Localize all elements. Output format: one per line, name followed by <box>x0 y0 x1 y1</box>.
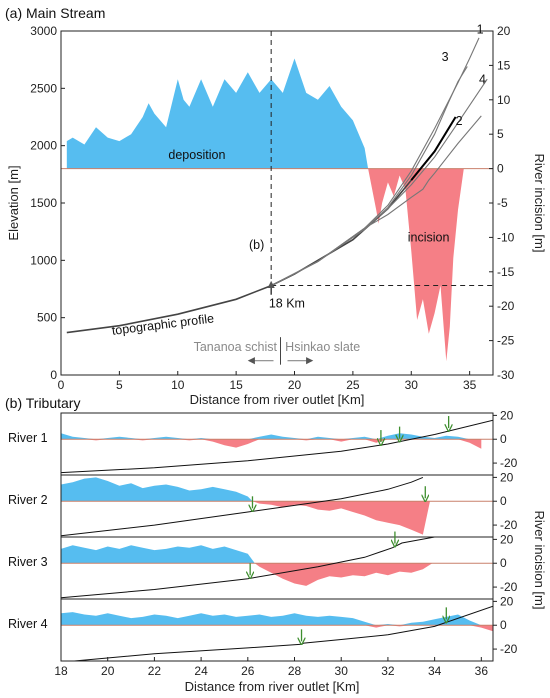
y-right-tick-label: 20 <box>500 532 514 546</box>
river-number-label: 4 <box>479 73 486 87</box>
longitudinal-profile-line <box>68 605 493 661</box>
x-tick-label-b: 32 <box>381 664 395 678</box>
river-number-label: 1 <box>477 22 484 36</box>
y-right-tick-label: -20 <box>500 518 518 532</box>
x-tick-label: 15 <box>229 378 243 392</box>
y-right-tick-label: 20 <box>500 408 514 422</box>
y-tick-label: 500 <box>37 311 57 325</box>
y-tick-label: 2000 <box>30 139 57 153</box>
deposition-label: deposition <box>168 148 225 162</box>
longitudinal-profile-line <box>61 419 493 474</box>
subplot-river-3: 20 0 -20 River 3 <box>8 531 518 600</box>
subplot-river-1: 20 0 -20 River 1 <box>8 408 518 476</box>
y-right-tick-label: -20 <box>500 456 518 470</box>
incision-area <box>61 501 430 535</box>
y-right-tick-label: -5 <box>497 196 508 210</box>
y-tick-label: 3000 <box>30 24 57 38</box>
subplot-name: River 2 <box>8 493 48 507</box>
subplot-data <box>61 605 493 661</box>
y-right-tick-label: -10 <box>497 230 515 244</box>
x-tick-label-b: 34 <box>428 664 442 678</box>
subplot-data <box>61 537 493 599</box>
incision-area <box>61 625 493 632</box>
y-right-tick-label: -15 <box>497 265 515 279</box>
y-axis-label-incision-b: River incision [m] <box>532 511 547 610</box>
subplot-river-4: 20 0 -20 River 4 <box>8 594 518 662</box>
y-right-tick-label: 20 <box>500 470 514 484</box>
y-tick-label: 1500 <box>30 196 57 210</box>
x-tick-label-b: 18 <box>54 664 68 678</box>
subplot-name: River 1 <box>8 431 48 445</box>
subplot-frame <box>60 598 494 662</box>
y-right-tick-label: -20 <box>497 299 515 313</box>
x-tick-label-b: 36 <box>475 664 489 678</box>
x-tick-label: 25 <box>346 378 360 392</box>
y-right-tick-label: -20 <box>500 580 518 594</box>
y-right-tick-label: 0 <box>497 162 504 176</box>
y-right-tick-label: 20 <box>497 24 511 38</box>
x-tick-label: 10 <box>171 378 185 392</box>
y-right-tick-label: -30 <box>497 368 515 382</box>
subplot-data <box>61 476 493 537</box>
y-right-tick-label: 0 <box>500 432 507 446</box>
subplot-frame <box>60 412 494 476</box>
panel-a-plot: 0 5 10 15 20 25 30 35050010001500200025003000-3… <box>30 22 514 392</box>
x-tick-label-b: 22 <box>148 664 162 678</box>
y-right-tick-label: 0 <box>500 556 507 570</box>
y-right-tick-label: 20 <box>500 594 514 608</box>
profile-line-main-upper <box>410 116 457 181</box>
x-tick-label-b: 28 <box>288 664 302 678</box>
b-marker-label: (b) <box>249 238 264 252</box>
incision-area <box>61 563 433 586</box>
y-axis-label-elevation: Elevation [m] <box>6 165 21 240</box>
topographic-profile-label: topographic profile <box>111 311 215 337</box>
river-number-label: 2 <box>456 114 463 128</box>
subplot-name: River 3 <box>8 555 48 569</box>
y-right-tick-label: 0 <box>500 494 507 508</box>
y-right-tick-label: -20 <box>500 642 518 656</box>
y-right-tick-label: -25 <box>497 334 515 348</box>
y-right-tick-label: 15 <box>497 58 511 72</box>
y-right-tick-label: 0 <box>500 618 507 632</box>
subplot-name: River 4 <box>8 617 48 631</box>
x-tick-label-b: 26 <box>241 664 255 678</box>
y-tick-label: 1000 <box>30 253 57 267</box>
x-tick-label: 5 <box>116 378 123 392</box>
x-tick-label-b: 30 <box>335 664 349 678</box>
series-area-deposition <box>66 58 369 169</box>
tananoa-schist-label: Tananoa schist <box>194 340 278 354</box>
panel-b-title: (b) Tributary <box>5 395 80 411</box>
x-tick-label-b: 20 <box>101 664 115 678</box>
incision-area <box>61 439 482 449</box>
y-right-tick-label: 5 <box>497 127 504 141</box>
y-right-tick-label: 10 <box>497 93 511 107</box>
x-tick-label: 0 <box>58 378 65 392</box>
y-axis-label-incision: River incision [m] <box>532 154 547 253</box>
subplot-data <box>61 419 493 474</box>
series-area-incision <box>368 168 464 362</box>
deposition-area <box>61 545 433 564</box>
deposition-area <box>61 433 482 440</box>
deposition-area <box>61 477 430 502</box>
y-tick-label: 2500 <box>30 81 57 95</box>
x-tick-label: 20 <box>288 378 302 392</box>
deposition-area <box>61 612 493 626</box>
longitudinal-profile-line <box>61 537 435 599</box>
x-tick-label-b: 24 <box>194 664 208 678</box>
river-number-label: 3 <box>442 50 449 64</box>
x-axis-label-a: Distance from river outlet [Km] <box>190 392 365 407</box>
x-tick-label: 30 <box>405 378 419 392</box>
profile-line-river-4 <box>270 78 488 287</box>
hsinkao-slate-label: Hsinkao slate <box>285 340 360 354</box>
x-tick-label: 35 <box>463 378 477 392</box>
subplot-river-2: 20 0 -20 River 2 <box>8 470 518 538</box>
x-axis-label-b: Distance from river outlet [Km] <box>185 679 360 694</box>
km18-label: 18 Km <box>269 296 305 310</box>
incision-label: incision <box>408 231 450 245</box>
y-tick-label: 0 <box>50 368 57 382</box>
longitudinal-profile-line <box>61 476 424 537</box>
panel-a-title: (a) Main Stream <box>5 5 105 21</box>
